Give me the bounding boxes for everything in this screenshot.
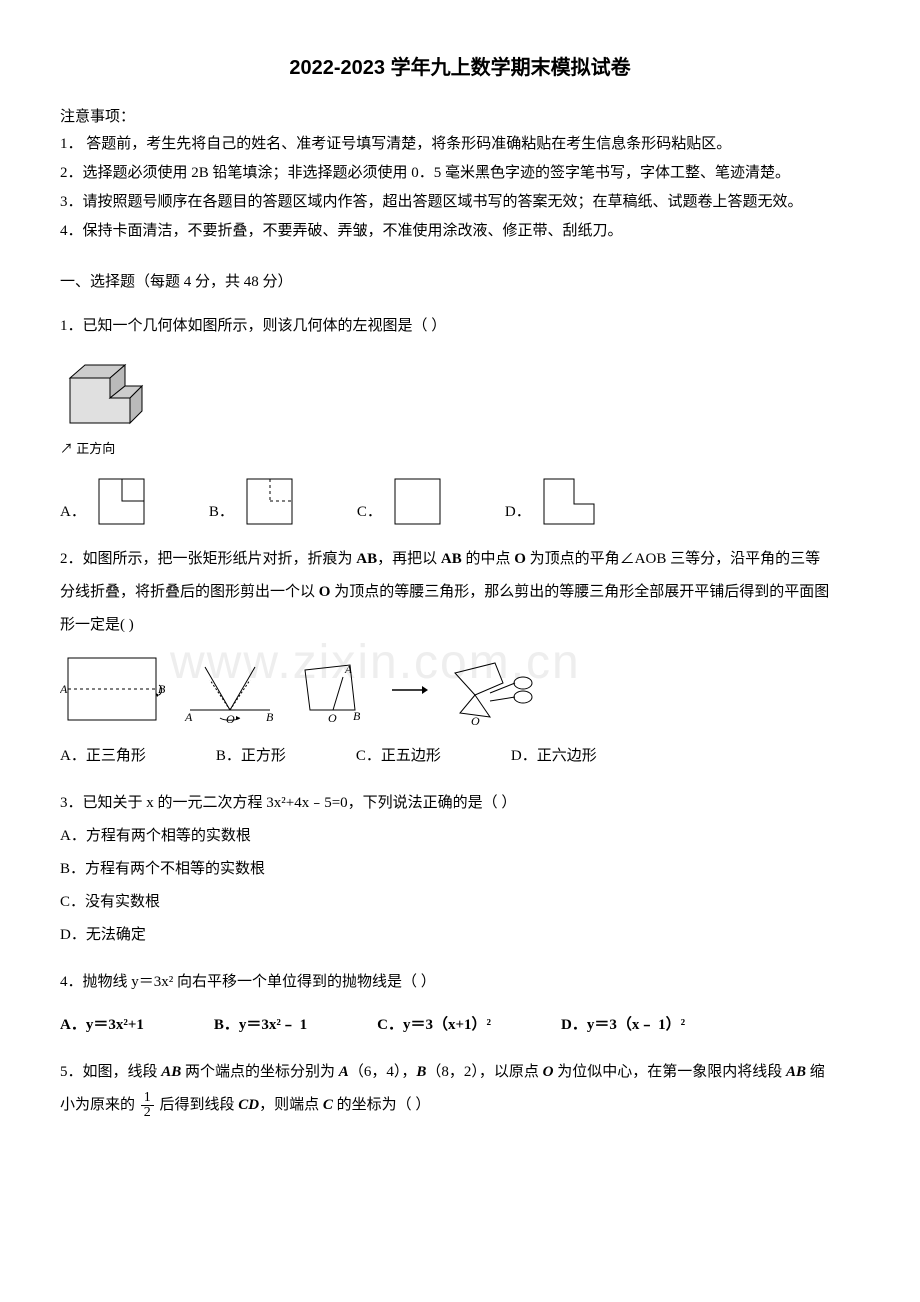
- q2-t5: 分线折叠，将折叠后的图形剪出一个以: [60, 584, 319, 600]
- q1-solid-figure: [60, 353, 150, 433]
- svg-text:B: B: [353, 709, 361, 723]
- svg-text:A: A: [344, 664, 352, 676]
- q2-arrow-icon: [390, 680, 430, 700]
- q2-fig-4: O: [445, 655, 565, 725]
- question-3: 3．已知关于 x 的一元二次方程 3x²+4x﹣5=0，下列说法正确的是（ ） …: [60, 787, 860, 952]
- q1-opt-b-label: B．: [209, 496, 234, 529]
- q5-ab2: AB: [786, 1064, 806, 1080]
- svg-text:A: A: [60, 682, 68, 696]
- q2-ab2: AB: [441, 551, 462, 567]
- q3-opt-a: A．方程有两个相等的实数根: [60, 820, 860, 853]
- q3-opt-b: B．方程有两个不相等的实数根: [60, 853, 860, 886]
- q2-t3: 的中点: [462, 551, 515, 567]
- q2-o: O: [514, 551, 526, 567]
- svg-text:A: A: [184, 710, 193, 724]
- q5-cd: CD: [238, 1097, 259, 1113]
- q2-opt-a: A．正三角形: [60, 740, 146, 773]
- frac-den: 2: [141, 1106, 154, 1120]
- q1-opt-a: A．: [60, 474, 149, 529]
- q4-opt-b: B．y＝3x²﹣ 1: [214, 1009, 307, 1042]
- q5-a: A: [339, 1064, 349, 1080]
- exam-title: 2022-2023 学年九上数学期末模拟试卷: [60, 50, 860, 86]
- q1-opt-a-icon: [94, 474, 149, 529]
- notice-1: 1． 答题前，考生先将自己的姓名、准考证号填写清楚，将条形码准确粘贴在考生信息条…: [60, 131, 860, 158]
- q5-t10: 的坐标为（ ）: [333, 1097, 431, 1113]
- q2-t7: 形一定是( ): [60, 617, 134, 633]
- q2-fig-1: A B: [60, 650, 165, 730]
- frac-num: 1: [141, 1091, 154, 1106]
- q5-t4: （8，2），以原点: [426, 1064, 542, 1080]
- q5-t1: 5．如图，线段: [60, 1064, 161, 1080]
- question-1: 1．已知一个几何体如图所示，则该几何体的左视图是（ ） ↗ 正方向 A． B．: [60, 310, 860, 529]
- q5-o: O: [543, 1064, 554, 1080]
- svg-text:O: O: [328, 711, 337, 725]
- notice-3: 3．请按照题号顺序在各题目的答题区域内作答，超出答题区域书写的答案无效；在草稿纸…: [60, 189, 860, 216]
- q3-opt-d: D．无法确定: [60, 919, 860, 952]
- q2-t4: 为顶点的平角∠AOB 三等分，沿平角的三等: [526, 551, 820, 567]
- svg-text:B: B: [266, 710, 274, 724]
- notice-heading: 注意事项：: [60, 104, 860, 131]
- q2-ab: AB: [356, 551, 377, 567]
- q2-opt-c: C．正五边形: [356, 740, 441, 773]
- q1-opt-d-icon: [539, 474, 599, 529]
- q2-fig-3: A O B: [295, 655, 375, 725]
- notice-2: 2．选择题必须使用 2B 铅笔填涂；非选择题必须使用 0．5 毫米黑色字迹的签字…: [60, 160, 860, 187]
- q2-opt-b: B．正方形: [216, 740, 286, 773]
- q2-options: A．正三角形 B．正方形 C．正五边形 D．正六边形: [60, 740, 860, 773]
- q5-t8: 后得到线段: [156, 1097, 239, 1113]
- q2-t2: ，再把以: [377, 551, 441, 567]
- q1-opt-d: D．: [505, 474, 599, 529]
- q5-t9: ，则端点: [259, 1097, 323, 1113]
- q5-t7: 小为原来的: [60, 1097, 139, 1113]
- q1-options: A． B． C． D．: [60, 474, 860, 529]
- svg-text:O: O: [226, 712, 235, 725]
- q2-opt-d: D．正六边形: [511, 740, 597, 773]
- q1-text: 1．已知一个几何体如图所示，则该几何体的左视图是（ ）: [60, 310, 860, 343]
- q2-o2: O: [319, 584, 331, 600]
- q5-b: B: [416, 1064, 426, 1080]
- question-5: 5．如图，线段 AB 两个端点的坐标分别为 A（6，4），B（8，2），以原点 …: [60, 1056, 860, 1122]
- notice-4: 4．保持卡面清洁，不要折叠，不要弄破、弄皱，不准使用涂改液、修正带、刮纸刀。: [60, 218, 860, 245]
- q5-t2: 两个端点的坐标分别为: [181, 1064, 339, 1080]
- q5-t6: 缩: [806, 1064, 825, 1080]
- q4-text: 4．抛物线 y＝3x² 向右平移一个单位得到的抛物线是（ ）: [60, 966, 860, 999]
- q1-opt-b-icon: [242, 474, 297, 529]
- question-4: 4．抛物线 y＝3x² 向右平移一个单位得到的抛物线是（ ） A．y＝3x²+1…: [60, 966, 860, 1042]
- q1-opt-c-icon: [390, 474, 445, 529]
- q1-opt-b: B．: [209, 474, 297, 529]
- q4-options: A．y＝3x²+1 B．y＝3x²﹣ 1 C．y＝3（x+1）² D．y＝3（x…: [60, 1009, 860, 1042]
- q5-c: C: [323, 1097, 333, 1113]
- q5-ab: AB: [161, 1064, 181, 1080]
- fraction-half: 12: [141, 1091, 154, 1120]
- q2-t6: 为顶点的等腰三角形，那么剪出的等腰三角形全部展开平铺后得到的平面图: [330, 584, 829, 600]
- q5-t5: 为位似中心，在第一象限内将线段: [553, 1064, 786, 1080]
- q4-opt-c: C．y＝3（x+1）²: [377, 1009, 491, 1042]
- q3-opt-c: C．没有实数根: [60, 886, 860, 919]
- page-content: 2022-2023 学年九上数学期末模拟试卷 注意事项： 1． 答题前，考生先将…: [60, 50, 860, 1122]
- q4-opt-a: A．y＝3x²+1: [60, 1009, 144, 1042]
- q1-opt-c-label: C．: [357, 496, 382, 529]
- q1-direction-label: ↗ 正方向: [60, 435, 860, 464]
- q1-opt-a-label: A．: [60, 496, 86, 529]
- q2-t1: 2．如图所示，把一张矩形纸片对折，折痕为: [60, 551, 356, 567]
- q1-opt-c: C．: [357, 474, 445, 529]
- section-1-heading: 一、选择题（每题 4 分，共 48 分）: [60, 269, 860, 296]
- question-2: 2．如图所示，把一张矩形纸片对折，折痕为 AB，再把以 AB 的中点 O 为顶点…: [60, 543, 860, 773]
- q2-fig-2: A O B: [180, 655, 280, 725]
- q3-text: 3．已知关于 x 的一元二次方程 3x²+4x﹣5=0，下列说法正确的是（ ）: [60, 787, 860, 820]
- q1-opt-d-label: D．: [505, 496, 531, 529]
- svg-text:O: O: [471, 714, 480, 725]
- q5-t3: （6，4），: [349, 1064, 417, 1080]
- q4-opt-d: D．y＝3（x﹣ 1）²: [561, 1009, 685, 1042]
